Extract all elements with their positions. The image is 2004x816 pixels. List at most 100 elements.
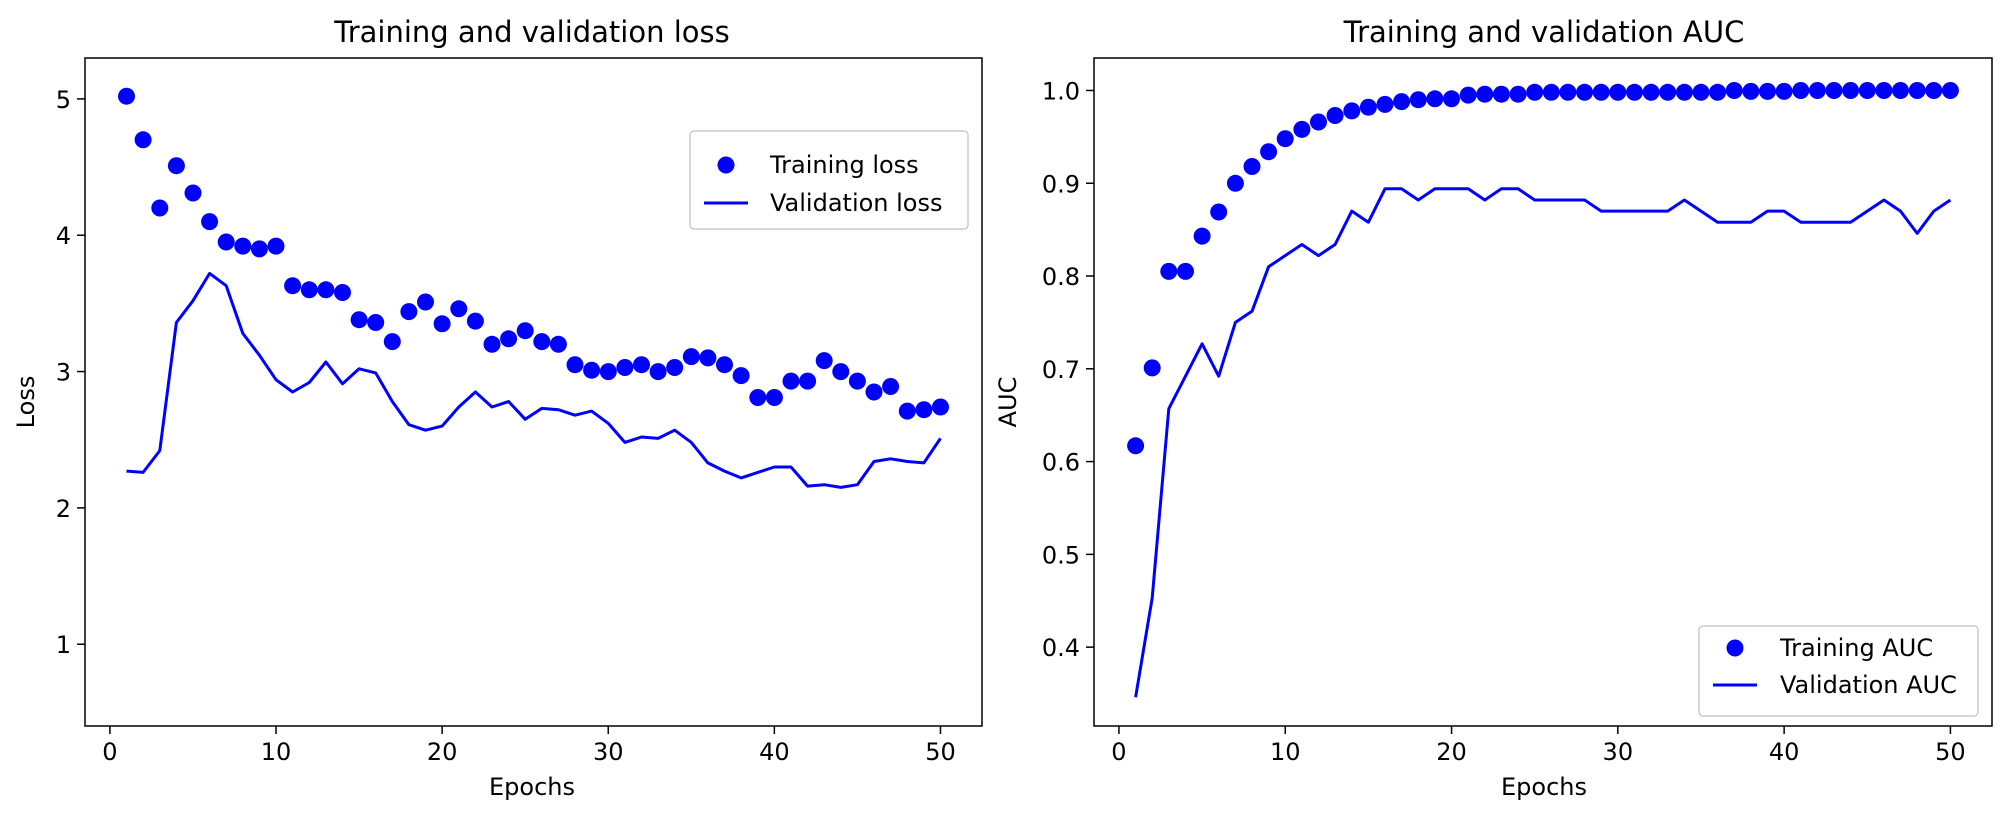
auc-chart-training-auc-point [1476,85,1494,103]
loss-chart-training-loss-point [832,363,850,381]
auc-chart-training-auc-point [1908,82,1926,99]
auc-chart-training-auc-point [1426,90,1444,108]
loss-chart-training-loss-point [267,237,285,255]
auc-chart-legend-box [1698,625,1979,717]
loss-chart-legend-marker-training [717,156,735,174]
auc-chart-training-auc-point [1143,359,1161,377]
auc-chart-xtick-label: 50 [1935,738,1966,766]
auc-chart-training-auc-point [1509,85,1527,103]
loss-chart-ytick-label: 1 [56,631,71,659]
loss-chart-frame [84,57,983,727]
auc-chart-training-auc-point [1492,85,1510,103]
loss-chart-training-loss-point [765,389,783,406]
auc-chart-xtick-label: 10 [1270,738,1301,766]
auc-chart-legend-label-training: Training AUC [1779,634,1933,662]
loss-chart-xtick-label: 10 [261,738,292,766]
loss-chart-ytick-label: 3 [56,359,71,387]
loss-chart-training-loss-point [516,322,534,340]
auc-chart-training-auc-point [1243,158,1261,175]
auc-chart-training-auc-point [1692,83,1710,101]
auc-chart-ticks: 0 10 20 30 40 50 0.4 0.5 0.6 0.7 0.8 0.9 1.0 [1042,77,1966,766]
loss-chart-training-loss-point [500,330,518,348]
auc-chart-training-auc-point [1775,82,1793,100]
loss-chart-ticks: 0 10 20 30 40 50 1 2 3 4 5 [56,86,956,766]
auc-chart-training-auc-point [1759,82,1776,100]
loss-chart-ytick-label: 2 [56,495,71,523]
loss-chart-training-loss-point [666,359,684,376]
auc-chart-training-auc-point [1659,83,1677,101]
auc-chart-training-auc-point [1276,130,1294,148]
auc-chart-training-auc-point [1376,95,1394,113]
auc-chart-xlabel: Epochs [1501,773,1587,801]
loss-chart-xtick-label: 20 [427,738,458,766]
loss-chart-training-loss-point [749,389,767,406]
loss-chart-xtick-label: 50 [925,738,956,766]
loss-chart: Training and validation loss Epochs Loss… [12,15,983,801]
auc-chart-training-auc-point [1226,174,1244,192]
loss-chart-training-loss-point [383,333,401,351]
loss-chart-training-loss-point [250,240,268,258]
loss-chart-training-loss-point [450,300,468,318]
loss-chart-training-loss-point [616,359,634,376]
auc-chart-training-auc-point [1559,83,1577,101]
loss-chart-training-loss-point [167,157,185,175]
loss-chart-training-loss-point [201,213,219,231]
loss-chart-training-loss-point [682,348,700,366]
loss-chart-training-loss-point [533,333,551,351]
loss-chart-legend: Training loss Validation loss [689,130,969,230]
loss-chart-training-loss-point [599,363,617,381]
loss-chart-training-loss-point [882,378,900,395]
loss-chart-training-loss-point [699,349,717,367]
auc-chart-training-auc-point [1326,107,1344,124]
auc-chart-xtick-label: 20 [1436,738,1467,766]
auc-chart-title: Training and validation AUC [1343,15,1745,49]
loss-chart-ytick-label: 4 [56,222,71,250]
loss-chart-training-loss-point [549,335,567,353]
auc-chart-ytick-label: 0.5 [1042,541,1080,569]
loss-chart-training-loss-point [234,237,252,255]
loss-chart-training-loss-point [184,184,202,202]
auc-chart-training-auc-point [1626,83,1643,101]
loss-chart-training-loss-point [649,363,667,381]
loss-chart-plot-area [118,87,949,489]
auc-chart-training-auc-point [1293,120,1311,138]
loss-chart-training-loss-point [782,372,800,390]
auc-chart-training-auc-point [1127,437,1145,455]
auc-chart-xtick-label: 30 [1603,738,1634,766]
auc-chart-frame [1093,57,1993,727]
auc-chart-training-auc-point [1359,98,1377,116]
auc-chart-ytick-label: 0.6 [1042,449,1080,477]
auc-chart-training-auc-point [1892,82,1909,99]
loss-chart-training-loss-point [317,281,335,299]
auc-chart-ytick-label: 0.7 [1042,356,1080,384]
loss-chart-xtick-label: 0 [102,738,117,766]
loss-chart-ylabel: Loss [12,376,40,429]
auc-chart-legend: Training AUC Validation AUC [1698,625,1979,717]
auc-chart-training-auc-point [1925,82,1943,99]
loss-chart-title: Training and validation loss [333,15,729,49]
loss-chart-training-loss-point [134,131,152,149]
loss-chart-training-loss-point [334,284,351,301]
loss-chart-training-loss-point [118,87,135,105]
loss-chart-training-loss-point [898,402,916,420]
auc-chart-xtick-label: 40 [1769,738,1800,766]
loss-chart-training-loss-point [848,372,866,390]
loss-chart-training-loss-point [716,356,733,374]
auc-chart-training-auc-point [1459,86,1477,104]
auc-chart-training-auc-point [1609,83,1627,101]
loss-chart-training-loss-point [217,233,235,251]
loss-chart-legend-label-validation: Validation loss [770,189,943,217]
auc-chart-training-auc-point [1177,262,1194,280]
loss-chart-validation-loss-line [126,271,942,489]
loss-chart-training-loss-point [815,352,833,370]
auc-chart-legend-marker-training [1726,639,1744,657]
auc-chart-training-auc-point [1941,82,1959,99]
loss-chart-training-loss-point [400,303,418,321]
auc-chart-training-auc-point [1742,82,1760,100]
auc-chart-training-auc-point [1210,203,1228,221]
auc-chart-training-auc-point [1576,83,1594,101]
loss-chart-training-loss-point [566,356,584,374]
auc-chart-training-auc-point [1526,83,1544,101]
